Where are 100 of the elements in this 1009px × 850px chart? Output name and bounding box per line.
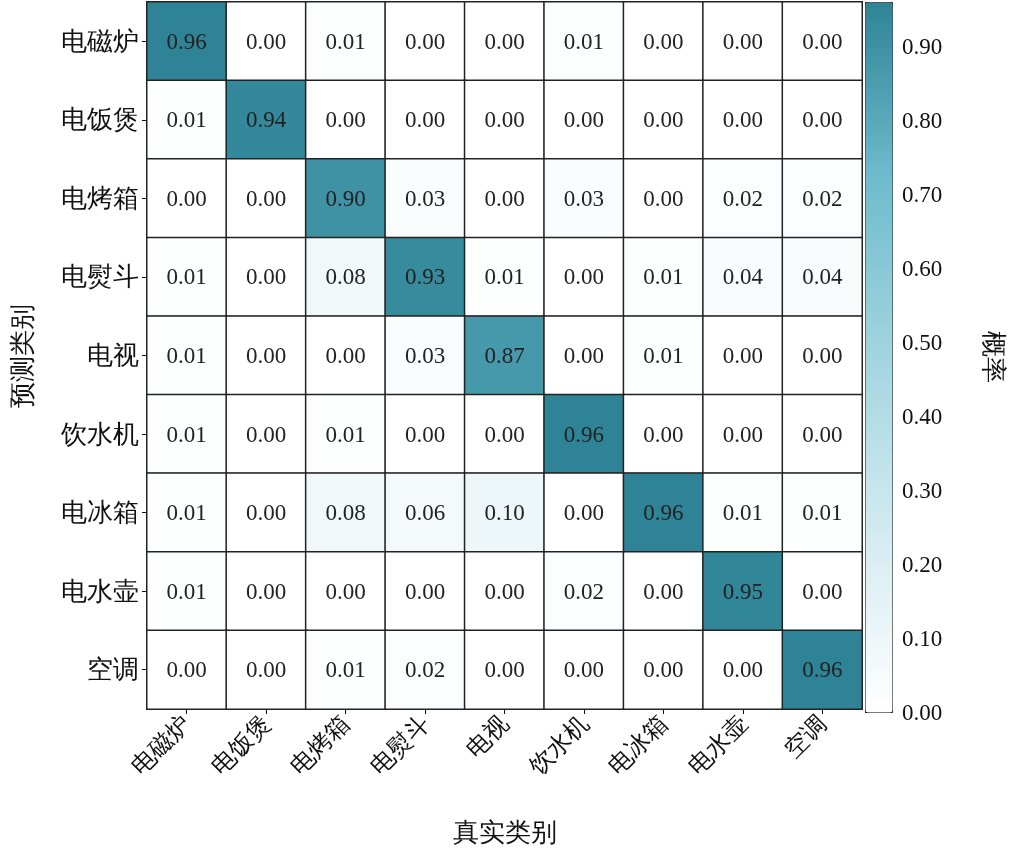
data-label: 0.08 <box>325 500 366 526</box>
data-label: 0.96 <box>643 500 684 526</box>
y-tick-label: 电饭煲 <box>61 105 139 135</box>
x-tick-label: 电烤箱 <box>285 709 355 780</box>
data-label: 0.00 <box>166 657 207 683</box>
data-label: 0.02 <box>404 657 446 683</box>
data-label: 0.00 <box>404 421 446 447</box>
data-label: 0.00 <box>563 343 605 368</box>
data-label: 0.00 <box>722 657 763 683</box>
data-label: 0.96 <box>802 657 843 683</box>
data-label: 0.03 <box>404 343 446 368</box>
data-label: 0.00 <box>246 578 287 604</box>
y-tick-label: 饮水机 <box>60 419 139 449</box>
y-tick-label: 电磁炉 <box>61 26 139 56</box>
data-label: 0.01 <box>325 421 366 447</box>
data-label: 0.00 <box>722 421 763 447</box>
data-label: 0.00 <box>722 28 763 54</box>
data-label: 0.04 <box>802 264 843 290</box>
data-label: 0.01 <box>643 343 684 368</box>
color-bar-label: 0.80 <box>902 107 943 133</box>
data-label: 0.02 <box>802 185 843 211</box>
x-tick-label: 电冰箱 <box>603 709 673 780</box>
data-label: 0.01 <box>166 500 207 526</box>
data-label: 0.00 <box>325 343 366 368</box>
data-label: 0.87 <box>484 343 525 368</box>
data-label: 0.00 <box>643 185 684 211</box>
data-label: 0.00 <box>563 107 605 133</box>
y-axis-title: 预测类别 <box>7 303 37 408</box>
data-label: 0.96 <box>166 28 207 54</box>
data-label: 0.94 <box>246 107 287 133</box>
data-label: 0.00 <box>802 421 843 447</box>
data-label: 0.02 <box>563 578 605 604</box>
x-tick-label: 电饭煲 <box>206 709 276 780</box>
data-label: 0.01 <box>166 343 207 368</box>
data-label: 0.96 <box>563 421 605 447</box>
x-axis-title: 真实类别 <box>452 817 557 847</box>
data-label: 0.03 <box>563 185 605 211</box>
color-bar-label: 0.00 <box>902 699 943 725</box>
data-label: 0.00 <box>643 657 684 683</box>
y-tick-label: 电熨斗 <box>61 262 139 292</box>
data-label: 0.93 <box>404 264 446 290</box>
data-label: 0.00 <box>246 343 287 368</box>
color-bar-label: 0.20 <box>902 551 943 577</box>
data-label: 0.00 <box>404 107 446 133</box>
color-bar-label: 0.50 <box>902 329 943 355</box>
data-label: 0.00 <box>484 657 525 683</box>
data-label: 0.01 <box>166 421 207 447</box>
data-label: 0.00 <box>246 500 287 526</box>
y-tick-label: 电水壶 <box>61 576 139 606</box>
data-label: 0.95 <box>722 578 763 604</box>
color-bar-label: 0.40 <box>902 403 943 429</box>
data-label: 0.01 <box>484 264 525 290</box>
data-label: 0.01 <box>325 657 366 683</box>
data-label: 0.00 <box>325 578 366 604</box>
data-label: 0.06 <box>404 500 446 526</box>
data-label: 0.01 <box>166 107 207 133</box>
data-label: 0.00 <box>484 185 525 211</box>
data-label: 0.01 <box>802 500 843 526</box>
data-label: 0.00 <box>643 421 684 447</box>
data-label: 0.00 <box>643 28 684 54</box>
data-label: 0.00 <box>722 343 763 368</box>
data-label: 0.00 <box>563 264 605 290</box>
data-label: 0.01 <box>643 264 684 290</box>
data-label: 0.00 <box>246 28 287 54</box>
data-label: 0.00 <box>404 578 446 604</box>
x-tick-label: 空调 <box>779 709 832 763</box>
data-label: 0.00 <box>484 421 525 447</box>
data-label: 0.08 <box>325 264 366 290</box>
data-label: 0.00 <box>802 107 843 133</box>
y-tick-label: 空调 <box>87 655 139 685</box>
data-label: 0.00 <box>484 578 525 604</box>
data-label: 0.03 <box>404 185 446 211</box>
data-label: 0.00 <box>166 185 207 211</box>
data-label: 0.00 <box>484 107 525 133</box>
x-tick-label: 饮水机 <box>523 709 594 780</box>
data-label: 0.00 <box>563 657 605 683</box>
data-label: 0.00 <box>404 28 446 54</box>
data-label: 0.00 <box>484 28 525 54</box>
x-tick-label: 电熨斗 <box>364 709 435 780</box>
data-label: 0.00 <box>802 343 843 368</box>
data-label: 0.00 <box>643 578 684 604</box>
data-label: 0.00 <box>722 107 763 133</box>
data-label: 0.01 <box>325 28 366 54</box>
y-tick-label: 电烤箱 <box>61 183 139 213</box>
data-label: 0.00 <box>802 578 843 604</box>
color-bar-label: 0.10 <box>902 625 943 651</box>
data-label: 0.90 <box>325 185 366 211</box>
data-label: 0.00 <box>643 107 684 133</box>
data-label: 0.00 <box>246 185 287 211</box>
x-tick-label: 电视 <box>461 709 514 763</box>
color-bar-label: 0.90 <box>902 33 943 59</box>
color-bar-title: 概率 <box>978 331 1008 383</box>
data-label: 0.00 <box>563 500 605 526</box>
data-label: 0.01 <box>166 578 207 604</box>
color-bar-label: 0.60 <box>902 255 943 281</box>
color-bar-label: 0.70 <box>902 181 943 207</box>
data-label: 0.02 <box>722 185 763 211</box>
y-tick-label: 电冰箱 <box>61 498 139 528</box>
data-label: 0.00 <box>246 657 287 683</box>
data-label: 0.01 <box>563 28 605 54</box>
